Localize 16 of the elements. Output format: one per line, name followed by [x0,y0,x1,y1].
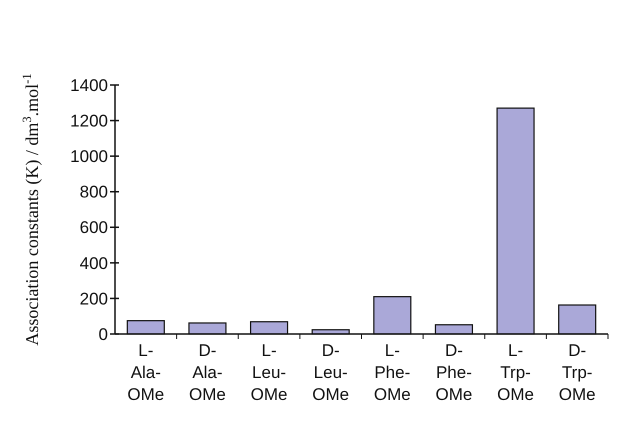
y-tick-label: 400 [80,254,108,273]
y-tick-label: 200 [80,289,108,308]
y-tick-label: 1400 [70,76,108,95]
y-tick-label: 600 [80,218,108,238]
x-tick-label: D-Phe-OMe [436,341,472,404]
x-tick-label: L-Phe-OMe [374,341,411,404]
y-tick-label: 800 [80,182,108,202]
x-tick-label: D-Trp-OMe [558,341,596,404]
y-tick-label: 1000 [70,147,108,166]
x-tick-label: L-Leu-OMe [250,341,288,404]
y-tick-label: 1200 [70,112,108,131]
x-tick-label: L-Ala-OMe [127,341,164,404]
y-tick-label: 0 [98,324,108,344]
x-tick-label: L-Trp-OMe [497,341,534,404]
x-tick-label: D-Ala-OMe [189,341,226,404]
x-tick-label: D-Leu-OMe [312,341,350,404]
